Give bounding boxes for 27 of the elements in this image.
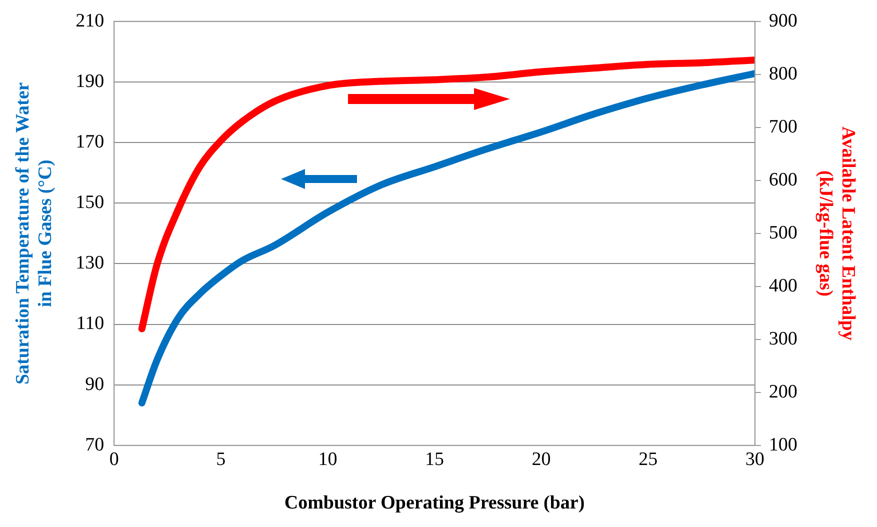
x-axis-title: Combustor Operating Pressure (bar) bbox=[284, 492, 585, 514]
x-tick-label: 5 bbox=[216, 448, 226, 470]
x-tick-label: 10 bbox=[318, 448, 338, 470]
y2-tick-label: 700 bbox=[768, 116, 798, 138]
y-tick-label: 170 bbox=[76, 132, 104, 153]
y2-tick-label: 400 bbox=[768, 275, 798, 296]
y-axis-title: Saturation Temperature of the Water in Flue Gases (°C) bbox=[12, 82, 56, 385]
x-tick-label: 25 bbox=[638, 448, 658, 470]
y2-tick-label: 200 bbox=[768, 381, 798, 402]
x-tick-label: 15 bbox=[425, 448, 444, 470]
y2-tick-label: 600 bbox=[768, 169, 798, 190]
y-tick-label: 190 bbox=[76, 70, 104, 92]
y-tick-label: 130 bbox=[76, 252, 104, 274]
y2-tick-label: 900 bbox=[768, 10, 798, 32]
y2-axis-title: Available Latent Enthalpy (kJ/kg-flue gas) bbox=[814, 126, 859, 341]
x-tick-label: 20 bbox=[532, 448, 551, 470]
x-tick-label: 30 bbox=[745, 448, 764, 470]
y-tick-label: 70 bbox=[85, 434, 104, 456]
y-tick-label: 90 bbox=[85, 374, 104, 395]
y2-tick-label: 100 bbox=[768, 434, 798, 456]
y-tick-label: 150 bbox=[76, 192, 104, 214]
y2-tick-label: 300 bbox=[768, 328, 798, 350]
y2-tick-label: 800 bbox=[768, 63, 798, 84]
y2-tick-label: 500 bbox=[768, 222, 798, 244]
x-tick-label: 0 bbox=[109, 448, 119, 470]
y-tick-label: 110 bbox=[76, 313, 104, 334]
y-tick-label: 210 bbox=[76, 10, 104, 32]
